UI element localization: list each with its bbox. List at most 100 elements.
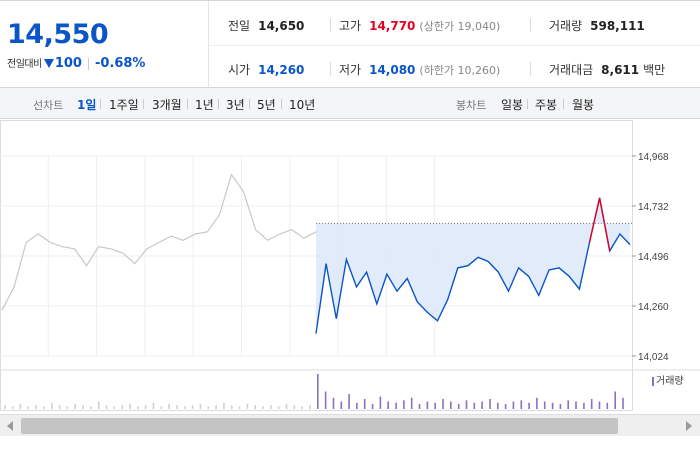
volume-bar: [497, 402, 499, 410]
divider: [187, 99, 188, 109]
volume-bar: [152, 402, 155, 410]
chart-scrollbar[interactable]: [0, 414, 700, 436]
volume-bar: [230, 405, 233, 410]
volume-bar: [575, 401, 577, 409]
volume-bar: [598, 401, 601, 409]
y-tick-label: 14,968: [638, 152, 669, 163]
tab-1week[interactable]: 1주일: [109, 98, 139, 112]
volume-bar: [51, 402, 53, 410]
volume-bar: [481, 401, 483, 409]
tab-3month[interactable]: 3개월: [152, 98, 182, 112]
quote-header: 14,550 전일대비 100 -0.68% 전일 14,650 고가 14,770 (상…: [0, 0, 700, 88]
volume-bar: [66, 406, 69, 409]
down-triangle-icon: [43, 59, 54, 68]
volume-bar: [262, 406, 264, 409]
divider: [527, 99, 528, 109]
divider: [249, 99, 250, 109]
volume-bar: [395, 402, 397, 410]
volume-bar: [129, 404, 131, 409]
volume-bar: [418, 404, 421, 409]
volume-bar: [215, 405, 217, 410]
volume-bar: [348, 394, 350, 409]
prev-day-series-line: [1, 173, 317, 311]
volume-bar: [504, 404, 507, 409]
volume-bar: [82, 405, 84, 410]
divider: [530, 62, 531, 76]
volume-bar: [489, 399, 491, 409]
volume-bar: [363, 399, 366, 409]
volume-bar: [410, 397, 413, 410]
volume-bar: [317, 374, 319, 409]
volume-bar: [121, 405, 123, 410]
y-tick-label: 14,496: [638, 252, 669, 263]
volume-bar: [19, 404, 22, 409]
upper-limit: (상한가 19,040): [419, 20, 501, 33]
price-box: 14,550 전일대비 100 -0.68%: [0, 1, 209, 88]
volume-bar: [254, 405, 256, 410]
stat-value: 14,080: [369, 63, 416, 77]
stat-low: 저가 14,080 (하한가 10,260): [339, 61, 500, 78]
volume-bar: [332, 397, 335, 410]
stat-label: 거래대금: [549, 63, 594, 77]
volume-bar: [238, 406, 241, 409]
tab-daily-candle[interactable]: 일봉: [501, 98, 524, 112]
volume-bar: [43, 406, 45, 409]
divider: [563, 99, 564, 109]
stat-value: 14,650: [258, 19, 305, 33]
volume-bar: [512, 401, 515, 409]
volume-bar: [371, 404, 374, 409]
volume-bar: [551, 402, 554, 410]
volume-bar: [442, 399, 444, 409]
volume-bar: [583, 402, 585, 410]
tab-monthly-candle[interactable]: 월봉: [572, 98, 595, 112]
volume-bar: [590, 399, 593, 409]
volume-bar: [90, 406, 92, 409]
volume-bar: [301, 406, 303, 409]
amount-unit: 백만: [643, 63, 666, 77]
change-row: 전일대비 100 -0.68%: [7, 55, 145, 71]
price-chart: 14,968 14,732 14,496 14,260 14,024: [0, 120, 700, 411]
volume-bar: [105, 405, 108, 410]
tab-3year[interactable]: 3년: [226, 98, 245, 112]
stat-value: 14,260: [258, 63, 305, 77]
volume-bar: [137, 406, 139, 409]
stat-amount: 거래대금 8,611 백만: [549, 61, 665, 78]
volume-legend-swatch: [652, 376, 654, 386]
scroll-left-arrow-icon[interactable]: [7, 421, 13, 431]
tab-10year[interactable]: 10년: [289, 98, 316, 112]
today-fill-area: [316, 197, 630, 334]
volume-bar: [614, 391, 616, 409]
volume-bar: [35, 405, 37, 410]
tab-1year[interactable]: 1년: [195, 98, 214, 112]
volume-bar: [356, 402, 358, 410]
volume-bar: [426, 401, 429, 409]
volume-bar: [191, 405, 194, 410]
volume-bar: [285, 404, 288, 409]
tab-5year[interactable]: 5년: [257, 98, 276, 112]
divider: [143, 99, 144, 109]
divider: [281, 99, 282, 109]
tab-1day[interactable]: 1일: [77, 98, 97, 112]
scroll-thumb[interactable]: [21, 418, 618, 434]
volume-bar: [309, 405, 311, 410]
volume-bar: [324, 391, 327, 409]
volume-bar: [473, 402, 476, 410]
volume-bar: [387, 401, 389, 409]
volume-bar: [270, 405, 272, 410]
current-price: 14,550: [7, 19, 109, 50]
volume-bar: [74, 404, 76, 409]
volume-bar: [340, 401, 343, 409]
volume-bar: [465, 400, 468, 410]
stat-value: 8,611: [601, 63, 640, 77]
stat-volume: 거래량 598,111: [549, 17, 645, 34]
volume-bar: [113, 406, 116, 409]
stat-label: 시가: [228, 63, 251, 77]
divider: [209, 45, 700, 46]
tab-weekly-candle[interactable]: 주봉: [535, 98, 558, 112]
volume-legend: 거래량: [652, 372, 684, 387]
scroll-right-arrow-icon[interactable]: [686, 421, 692, 431]
volume-bar: [207, 406, 210, 409]
volume-bar: [450, 401, 452, 409]
stat-value: 14,770: [369, 19, 416, 33]
